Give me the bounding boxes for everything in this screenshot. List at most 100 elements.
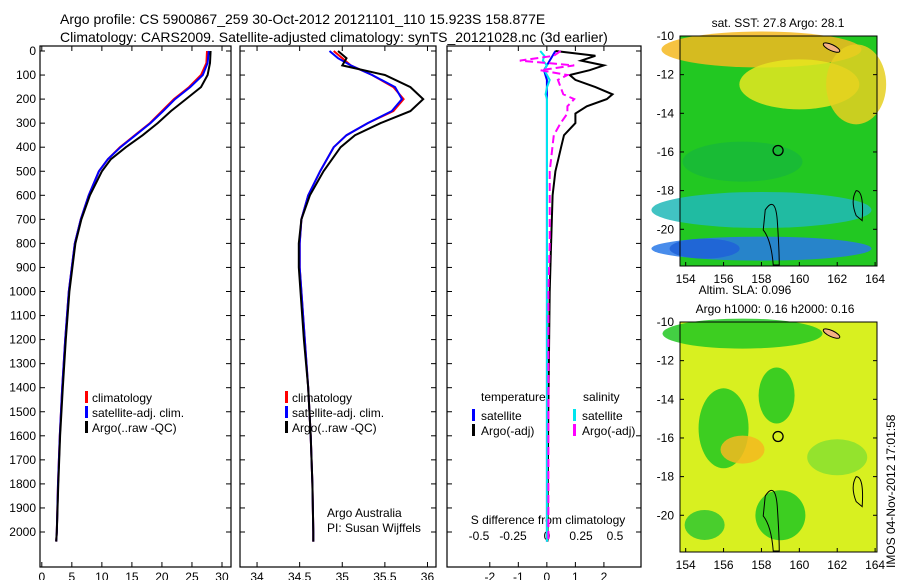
lat-tick-label: -20 [657,222,675,236]
lon-tick-label: 164 [865,272,885,286]
argo-position-marker [772,430,784,443]
lon-tick-label: 156 [714,272,734,286]
lat-tick-label: -12 [657,68,675,82]
map-title: sat. SST: 27.8 Argo: 28.1 [712,16,845,30]
diff-line-1 [546,50,615,542]
x-tick-label: 34.5 [288,570,312,580]
panel-frame [39,45,232,568]
map-frame [679,321,878,553]
lon-tick-label: 154 [676,272,696,286]
lat-tick-label: -14 [657,392,675,406]
y-tick-label: 1200 [9,333,36,347]
annotation-text: PI: Susan Wijffels [327,521,421,535]
lon-tick-label: 164 [865,558,885,572]
diff-line-2 [539,50,551,542]
s-tick-label: -0.5 [469,529,490,543]
title-line-2: Climatology: CARS2009. Satellite-adjuste… [60,29,608,45]
map-color-blob [669,238,740,259]
y-tick-label: 400 [16,140,36,154]
x-tick-label: 35.5 [373,570,397,580]
y-tick-label: 1300 [9,357,36,371]
x-tick-label: 2 [601,570,608,580]
x-tick-label: 35 [336,570,350,580]
legend-swatch [285,391,288,403]
map-color-blob [682,141,803,182]
panel-frame [239,45,437,568]
x-tick-label: 0 [38,570,45,580]
y-tick-label: 2000 [9,525,36,539]
legend-label: climatology [292,391,352,405]
y-tick-label: 200 [16,92,36,106]
y-tick-label: 1100 [10,309,36,323]
lat-tick-label: -20 [657,508,675,522]
y-tick-label: 1800 [9,477,36,491]
x-tick-label: -2 [484,570,495,580]
legend-swatch [573,424,576,436]
lat-tick-label: -18 [657,184,675,198]
y-tick-label: 900 [16,260,36,274]
island-icon [822,328,841,339]
y-tick-label: 300 [16,116,36,130]
x-tick-label: 36 [421,570,435,580]
legend-label: satellite-adj. clim. [92,406,184,420]
legend-swatch [85,391,88,403]
lat-tick-label: -16 [657,145,675,159]
map-color-blob [720,435,765,464]
map-color-blob [755,490,806,541]
map-subtitle: Argo h1000: 0.16 h2000: 0.16 [696,302,855,316]
coastline-contour [762,203,780,266]
s-tick-label: 0.25 [569,529,593,543]
x-tick-label: 1 [572,570,579,580]
y-tick-label: 600 [16,188,36,202]
legend-label: satellite [481,409,522,423]
x-tick-label: 10 [95,570,109,580]
legend-label: Argo(..raw -QC) [292,421,377,435]
lon-tick-label: 160 [789,558,809,572]
coastline-contour [852,476,864,508]
legend-swatch [573,409,576,421]
lat-tick-label: -10 [657,29,675,43]
map-color-blob [826,44,887,125]
x-tick-label: 5 [68,570,75,580]
map-frame [679,35,878,267]
legend-header-temperature: temperature [481,390,546,404]
legend-swatch [472,424,475,436]
legend-label: Argo(-adj) [481,424,534,438]
panel-frame [446,45,642,568]
y-tick-label: 0 [29,44,36,58]
y-tick-label: 800 [16,236,36,250]
legend-label: climatology [92,391,152,405]
x-tick-label: 30 [215,570,229,580]
x-tick-label: 20 [155,570,169,580]
lat-tick-label: -14 [657,106,675,120]
legend-swatch [472,409,475,421]
lon-tick-label: 158 [751,272,771,286]
island-icon [822,42,841,53]
map-color-blob [661,31,862,68]
y-tick-label: 1400 [9,381,36,395]
lon-tick-label: 156 [714,558,734,572]
lon-tick-label: 162 [827,272,847,286]
y-tick-label: 1900 [9,501,36,515]
lon-tick-label: 162 [827,558,847,572]
lat-tick-label: -10 [657,315,675,329]
legend-swatch [85,421,88,433]
lat-tick-label: -16 [657,431,675,445]
coastline-contour [762,489,780,552]
coastline-contour [852,190,864,222]
legend-label: satellite [582,409,623,423]
x-tick-label: 25 [185,570,199,580]
map-color-blob [758,367,795,424]
map-color-blob [807,439,868,476]
s-tick-label: 0.5 [607,529,624,543]
map-color-blob [662,318,823,349]
map-3 [651,31,887,267]
y-tick-label: 1500 [9,405,36,419]
y-tick-label: 100 [16,68,36,82]
lat-tick-label: -12 [657,354,675,368]
map-title: Altim. SLA: 0.096 [699,283,792,297]
y-tick-label: 500 [16,164,36,178]
diff-line-3 [519,50,576,542]
y-tick-label: 1700 [9,453,36,467]
